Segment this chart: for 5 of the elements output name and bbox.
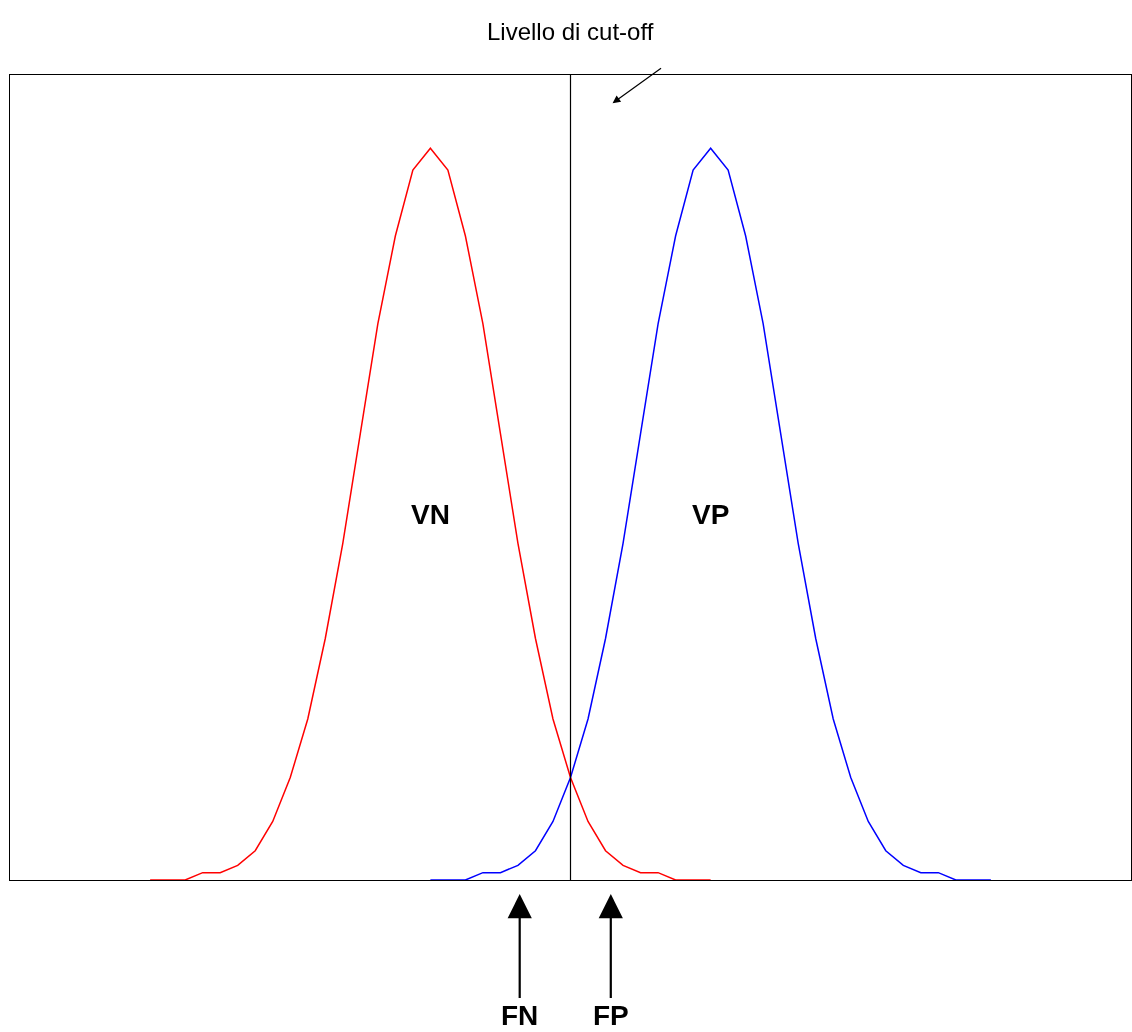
annotation: VN	[411, 499, 450, 530]
annotation: VP	[692, 499, 730, 530]
text: FN	[501, 1000, 539, 1031]
text: Livello di cut-off	[487, 18, 654, 45]
text: FP	[593, 1000, 629, 1031]
